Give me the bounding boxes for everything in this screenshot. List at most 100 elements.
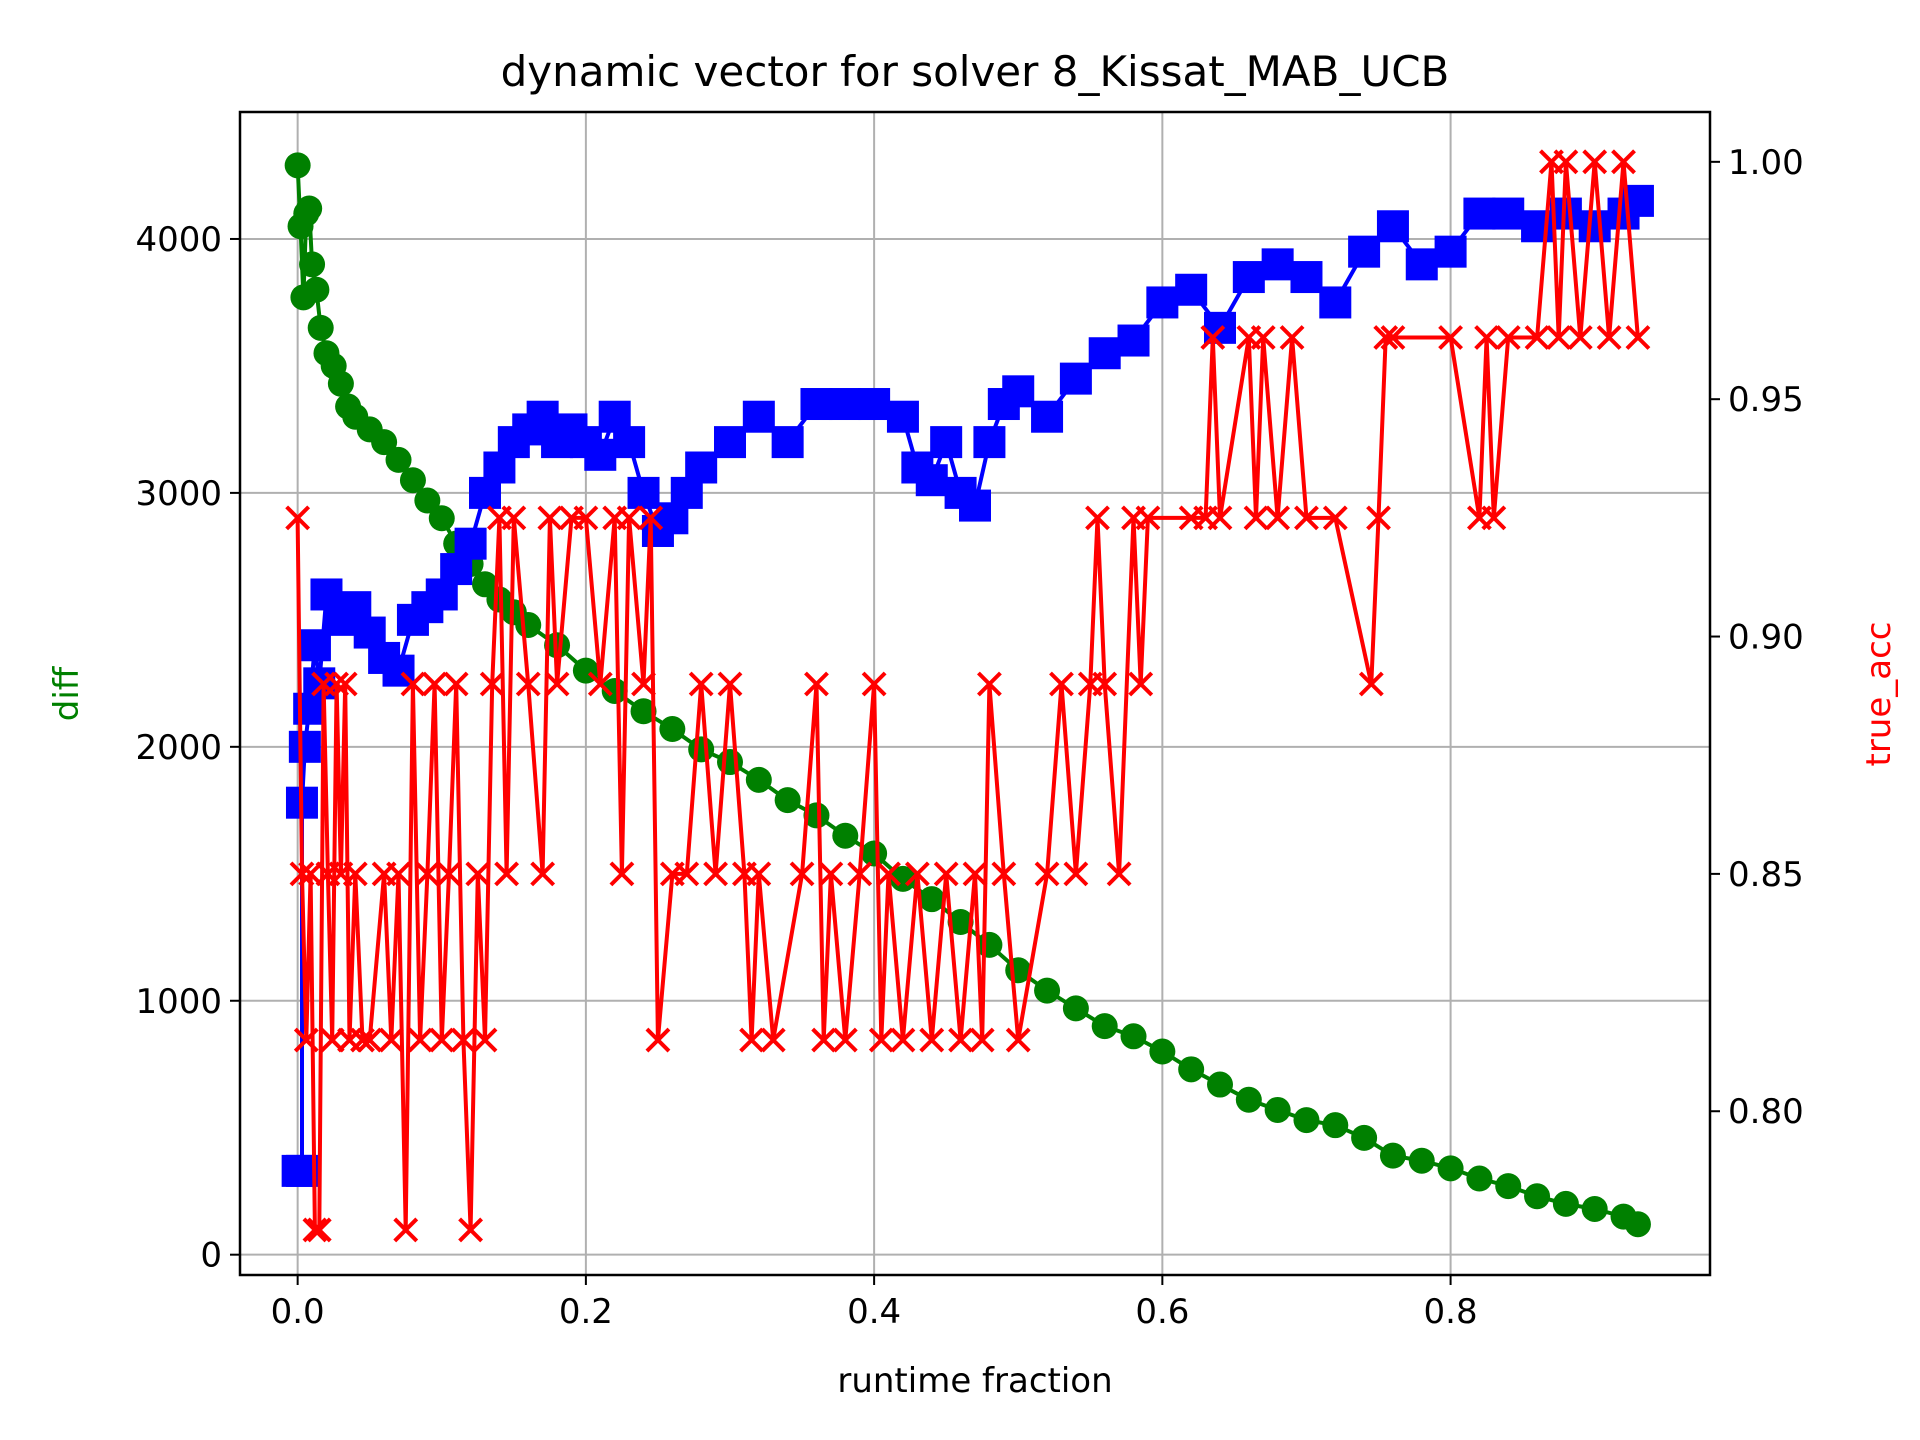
data-point <box>1358 671 1384 697</box>
data-point <box>811 1027 837 1053</box>
data-point <box>609 861 635 887</box>
data-point <box>616 505 642 531</box>
data-point <box>350 1027 375 1053</box>
series-square <box>281 184 1654 1187</box>
data-point <box>746 861 772 887</box>
axis-ticks: 0.0 0.2 0.4 0.6 0.8010002000300040000.800.85… <box>135 143 1803 1332</box>
data-point <box>414 487 441 514</box>
data-point <box>861 840 888 867</box>
data-point <box>1207 1071 1233 1098</box>
data-point <box>357 1027 383 1053</box>
data-point <box>422 671 447 697</box>
data-point <box>393 1217 419 1243</box>
data-point <box>1405 248 1438 281</box>
data-point <box>1624 1211 1651 1238</box>
data-point <box>302 1217 328 1243</box>
data-point <box>930 426 963 459</box>
data-point <box>959 489 991 522</box>
data-point <box>371 429 398 456</box>
data-point <box>890 1027 916 1053</box>
data-point <box>804 671 829 697</box>
data-point <box>1088 337 1121 370</box>
data-point <box>962 861 988 887</box>
data-point <box>904 861 930 887</box>
data-point <box>584 438 617 471</box>
data-point <box>1034 861 1060 887</box>
left-y-tick-label: 0 <box>200 1236 222 1276</box>
data-point <box>638 505 664 531</box>
left-y-tick-label: 1000 <box>135 982 222 1022</box>
data-point <box>613 426 646 459</box>
data-point <box>1290 261 1323 294</box>
data-point <box>1492 197 1525 230</box>
data-point <box>1178 1056 1205 1083</box>
data-point <box>479 671 505 697</box>
data-point <box>544 671 570 697</box>
data-point <box>285 505 311 531</box>
data-point <box>515 611 542 638</box>
x-tick-label: 0.4 <box>847 1292 901 1332</box>
data-point <box>494 861 520 887</box>
data-point <box>1322 505 1348 531</box>
data-point <box>847 861 873 887</box>
data-point <box>915 464 948 497</box>
data-point <box>1582 149 1608 175</box>
data-point <box>1243 505 1269 531</box>
data-point <box>284 152 311 179</box>
data-point <box>760 1027 786 1053</box>
data-point <box>886 400 919 433</box>
data-point <box>717 749 743 776</box>
data-point <box>991 861 1017 887</box>
data-point <box>789 861 815 887</box>
data-point <box>601 677 628 704</box>
x-tick-label: 0.8 <box>1424 1292 1478 1332</box>
data-point <box>800 388 833 421</box>
data-point <box>342 861 368 887</box>
data-point <box>1120 1023 1147 1050</box>
data-point <box>818 861 844 887</box>
data-point <box>1366 505 1391 531</box>
data-point <box>1279 325 1305 350</box>
data-point <box>1567 325 1593 350</box>
data-point <box>1408 1147 1435 1174</box>
data-point <box>1578 210 1611 243</box>
data-point <box>973 426 1006 459</box>
data-point <box>429 1027 455 1053</box>
data-point <box>1552 1190 1579 1217</box>
data-point <box>631 671 656 697</box>
data-point <box>1348 235 1381 268</box>
data-point <box>400 671 426 697</box>
right-y-tick-label: 0.80 <box>1728 1092 1804 1132</box>
series-circle <box>284 152 1651 1238</box>
data-point <box>745 766 772 793</box>
data-point <box>1581 1195 1608 1222</box>
data-point <box>1232 261 1265 294</box>
data-point <box>1049 671 1074 697</box>
data-point <box>378 1027 404 1053</box>
data-point <box>627 476 660 509</box>
data-point <box>530 861 556 887</box>
series-x <box>285 149 1651 1243</box>
data-point <box>299 251 326 278</box>
data-point <box>436 861 462 887</box>
data-point <box>1380 325 1406 350</box>
data-point <box>1434 235 1467 268</box>
data-point <box>1135 505 1161 531</box>
x-tick-label: 0.6 <box>1135 1292 1189 1332</box>
data-point <box>1495 325 1521 350</box>
data-point <box>1250 325 1276 350</box>
data-point <box>1200 325 1226 350</box>
data-point <box>307 314 334 341</box>
data-point <box>976 671 1002 697</box>
data-point <box>1117 324 1150 357</box>
data-point <box>889 865 916 892</box>
chart-title: dynamic vector for solver 8_Kissat_MAB_U… <box>501 47 1450 96</box>
data-point <box>472 1027 498 1053</box>
axes-frame <box>238 110 1712 1277</box>
data-point <box>674 861 700 887</box>
data-point <box>327 370 354 397</box>
right-y-tick-label: 0.85 <box>1728 855 1804 895</box>
data-point <box>1474 325 1500 350</box>
data-point <box>645 1027 671 1053</box>
